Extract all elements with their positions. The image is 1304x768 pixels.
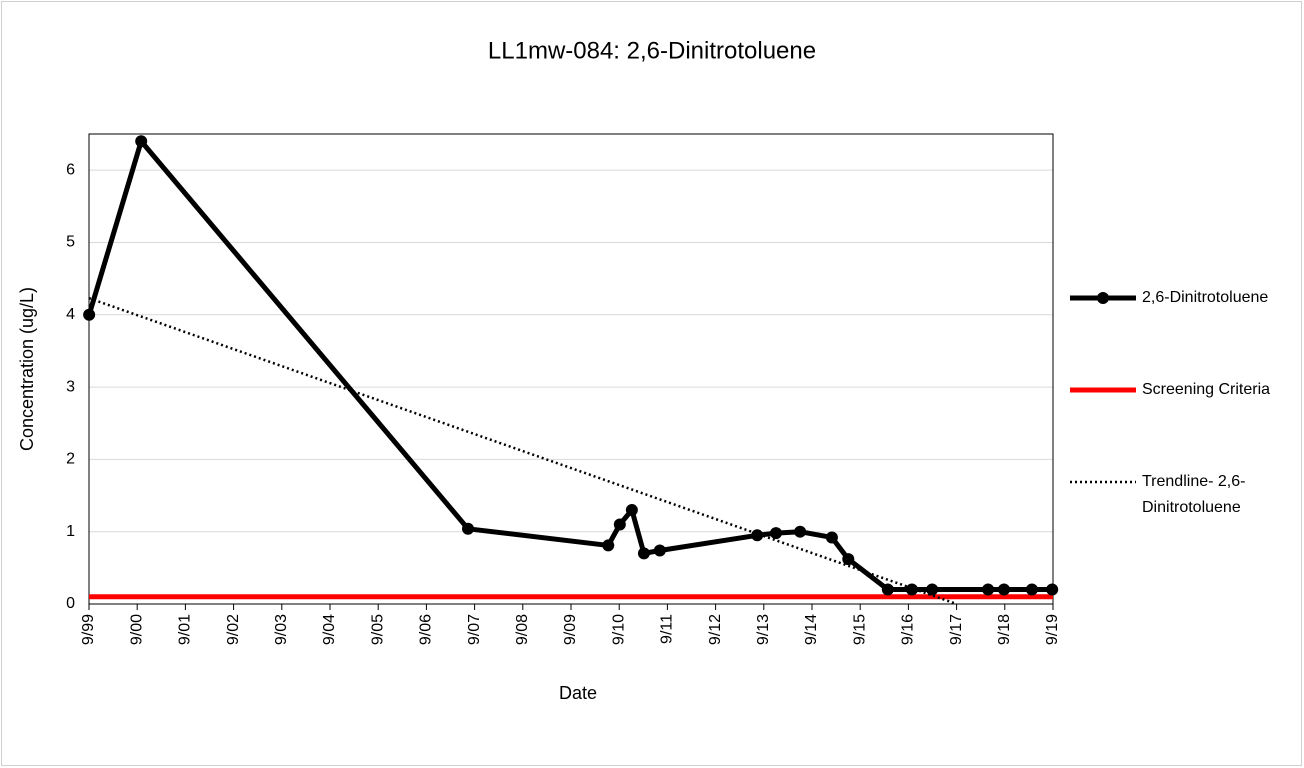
x-tick-label: 9/03 — [273, 614, 290, 645]
x-tick-label: 9/11 — [659, 614, 676, 644]
legend-item: Screening Criteria — [1066, 377, 1296, 469]
x-tick-label: 9/10 — [610, 614, 627, 645]
y-tick-label: 4 — [66, 306, 75, 323]
x-tick-label: 9/99 — [80, 614, 97, 645]
data-point — [881, 583, 894, 596]
y-tick-label: 5 — [66, 234, 75, 251]
x-tick-label: 9/14 — [803, 614, 820, 645]
data-point — [982, 583, 995, 596]
x-tick-label: 9/16 — [900, 614, 917, 645]
data-point — [794, 525, 807, 538]
x-tick-label: 9/12 — [707, 614, 724, 645]
data-point — [637, 547, 650, 560]
legend-label: Trendline- 2,6-Dinitrotoluene — [1142, 473, 1246, 516]
x-tick-label: 9/02 — [225, 614, 242, 645]
legend-symbol — [1070, 387, 1136, 393]
plot-area — [89, 134, 1053, 604]
data-point — [613, 518, 626, 531]
y-tick-label: 6 — [66, 161, 75, 178]
data-point — [461, 522, 474, 535]
x-tick-label: 9/18 — [996, 614, 1013, 645]
data-point — [997, 583, 1010, 596]
y-tick-label: 2 — [66, 451, 75, 468]
data-point — [83, 308, 96, 321]
legend-label: Screening Criteria — [1142, 381, 1271, 398]
legend-symbol — [1070, 480, 1136, 484]
x-tick-label: 9/04 — [321, 614, 338, 645]
data-point — [825, 531, 838, 544]
data-point — [769, 527, 782, 540]
x-tick-label: 9/19 — [1044, 614, 1061, 645]
legend-label: 2,6-Dinitrotoluene — [1142, 289, 1269, 306]
x-tick-label: 9/05 — [369, 614, 386, 645]
x-tick-label: 9/00 — [128, 614, 145, 645]
legend: 2,6-Dinitrotoluene Screening Criteria Tren… — [1066, 285, 1296, 561]
x-tick-label: 9/17 — [948, 614, 965, 645]
y-tick-label: 1 — [66, 523, 75, 540]
x-tick-label: 9/07 — [466, 614, 483, 645]
y-tick-label: 3 — [66, 378, 75, 395]
data-point — [842, 553, 855, 566]
data-point — [926, 583, 939, 596]
data-point — [135, 135, 148, 148]
trendline — [88, 296, 958, 606]
plot-border — [88, 133, 1054, 605]
chart-title: LL1mw-084: 2,6-Dinitrotoluene — [488, 37, 816, 64]
x-axis-label: Date — [559, 683, 597, 703]
x-tick-label: 9/08 — [514, 614, 531, 645]
legend-symbol — [1070, 292, 1136, 304]
data-point — [625, 504, 638, 516]
x-tick-label: 9/15 — [851, 614, 868, 645]
x-tick-label: 9/09 — [562, 614, 579, 645]
data-point — [1046, 583, 1059, 596]
x-tick-label: 9/06 — [418, 614, 435, 645]
x-tick-label: 9/13 — [755, 614, 772, 645]
data-point — [602, 539, 615, 552]
x-tick-label: 9/01 — [177, 614, 194, 645]
data-point — [751, 529, 764, 542]
legend-item: 2,6-Dinitrotoluene — [1066, 285, 1296, 377]
y-tick-label: 0 — [66, 595, 75, 612]
data-point — [905, 583, 918, 596]
data-point — [1025, 583, 1038, 596]
data-point — [653, 544, 666, 557]
legend-item: Trendline- 2,6-Dinitrotoluene — [1066, 469, 1296, 561]
y-axis-label: Concentration (ug/L) — [17, 287, 37, 451]
legend-marker — [1097, 292, 1109, 304]
